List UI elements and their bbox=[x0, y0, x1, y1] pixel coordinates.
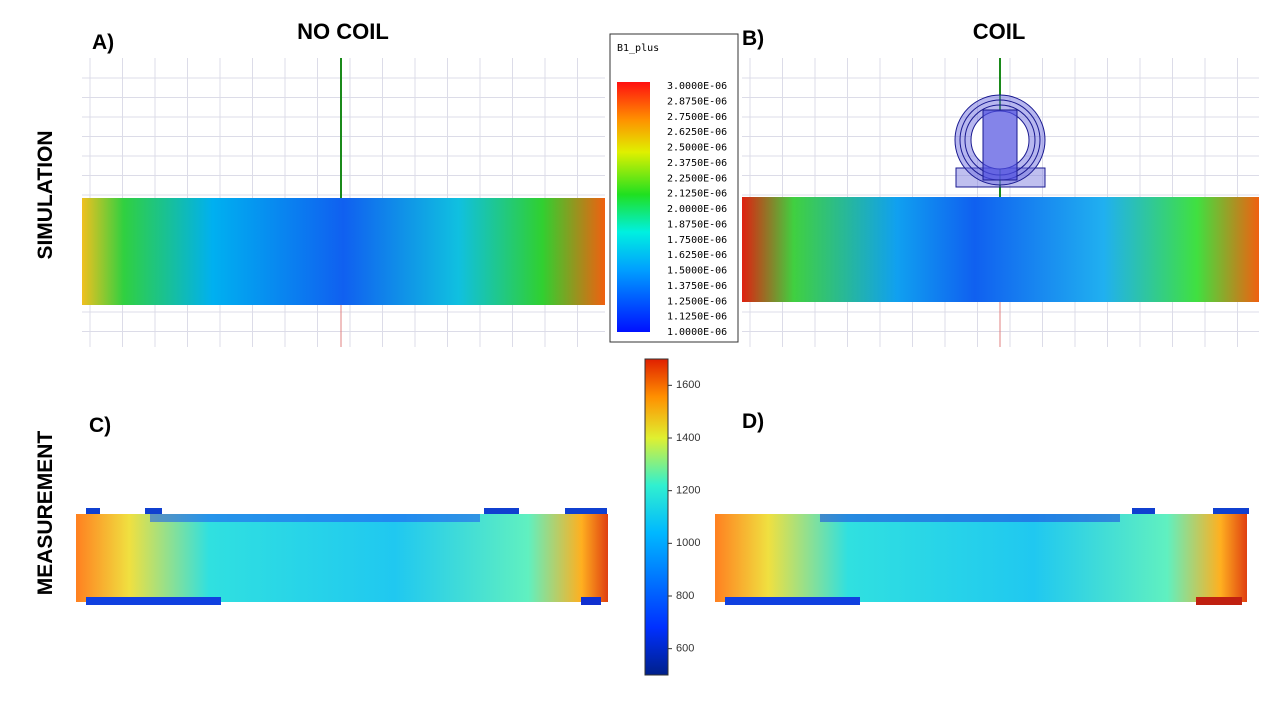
legend-label: 2.6250E-06 bbox=[667, 127, 727, 138]
tick-label: 1400 bbox=[676, 432, 700, 444]
legend-label: 1.8750E-06 bbox=[667, 219, 727, 230]
legend-label: 1.7500E-06 bbox=[667, 235, 727, 246]
legend-label: 1.5000E-06 bbox=[667, 266, 727, 277]
panel-label: C) bbox=[89, 414, 111, 437]
legend-label: 1.2500E-06 bbox=[667, 296, 727, 307]
legend-label: 2.8750E-06 bbox=[667, 96, 727, 107]
legend-label: 1.6250E-06 bbox=[667, 250, 727, 261]
colorbar-ticks: 600 800 1000 1200 1400 1600 bbox=[668, 379, 700, 655]
legend-label: 2.2500E-06 bbox=[667, 173, 727, 184]
tick-label: 1600 bbox=[676, 379, 700, 391]
measurement-map bbox=[715, 508, 1249, 605]
coil bbox=[954, 94, 1046, 188]
tick-label: 1000 bbox=[676, 537, 700, 549]
column-title: NO COIL bbox=[297, 19, 389, 44]
row-title: MEASUREMENT bbox=[34, 431, 57, 596]
panel-label: B) bbox=[742, 27, 764, 50]
legend-label: 1.0000E-06 bbox=[667, 327, 727, 338]
colorbar bbox=[644, 358, 669, 676]
legend-labels: 3.0000E-06 2.8750E-06 2.7500E-06 2.6250E-06… bbox=[667, 81, 727, 338]
legend-label: 2.5000E-06 bbox=[667, 143, 727, 154]
panel-label: D) bbox=[742, 410, 764, 433]
legend-label: 2.1250E-06 bbox=[667, 189, 727, 200]
legend-label: 2.0000E-06 bbox=[667, 204, 727, 215]
legend-label: 2.3750E-06 bbox=[667, 158, 727, 169]
column-title: COIL bbox=[973, 19, 1026, 44]
row-title: SIMULATION bbox=[34, 130, 57, 259]
panel-label: A) bbox=[92, 31, 114, 54]
legend-label: 1.1250E-06 bbox=[667, 312, 727, 323]
legend-label: 2.7500E-06 bbox=[667, 112, 727, 123]
legend-label: 3.0000E-06 bbox=[667, 81, 727, 92]
tick-label: 600 bbox=[676, 643, 694, 655]
tick-label: 800 bbox=[676, 590, 694, 602]
legend-title: B1_plus bbox=[617, 43, 659, 54]
field-map bbox=[742, 197, 1259, 302]
tick-label: 1200 bbox=[676, 485, 700, 497]
legend-label: 1.3750E-06 bbox=[667, 281, 727, 292]
legend-bar bbox=[617, 82, 650, 332]
measurement-map bbox=[76, 508, 608, 605]
field-map bbox=[82, 198, 605, 305]
